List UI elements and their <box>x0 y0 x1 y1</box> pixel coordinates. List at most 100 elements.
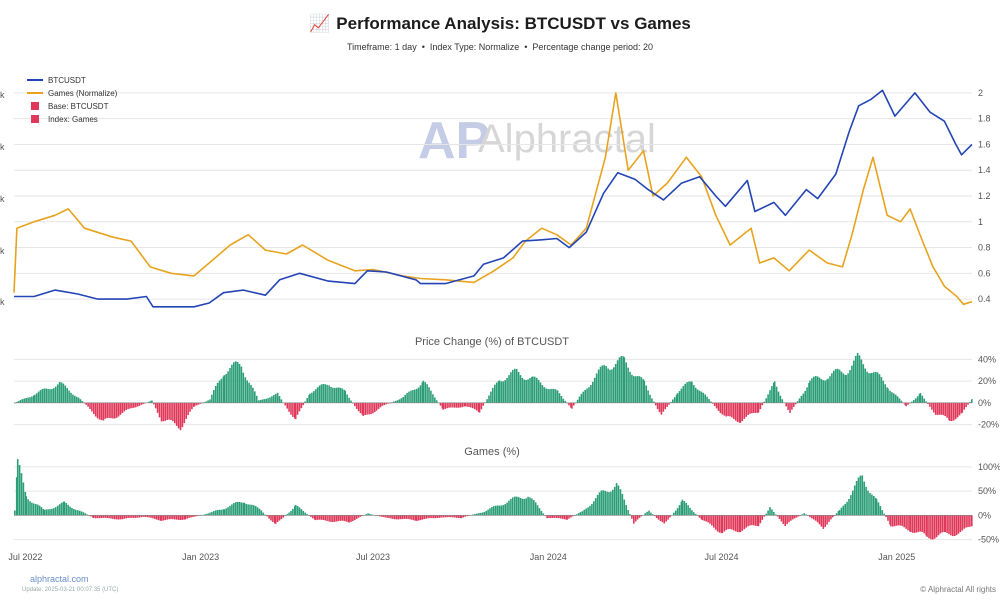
hist-bar <box>701 515 704 521</box>
hist-bar <box>415 515 418 521</box>
hist-bar <box>558 393 561 403</box>
hist-bar <box>174 515 176 520</box>
hist-bar <box>47 388 49 403</box>
hist-bar <box>672 399 674 403</box>
hist-bar <box>74 395 76 403</box>
y-left-tick-label: k <box>0 297 5 307</box>
hist-bar <box>824 515 826 527</box>
hist-bar <box>468 402 470 407</box>
hist-bar <box>953 402 955 421</box>
hist-bar <box>69 506 71 516</box>
hist-bar <box>734 515 737 532</box>
hist-bar <box>395 515 398 520</box>
subtitle-timeframe: Timeframe: 1 day <box>347 42 417 52</box>
hist-bar <box>633 515 635 524</box>
hist-bar <box>693 512 695 516</box>
hist-bar <box>811 378 813 403</box>
hist-bar <box>405 515 407 519</box>
hist-bar <box>933 515 936 539</box>
hist-bar <box>731 402 733 418</box>
hist-bar <box>606 491 608 516</box>
hist-bar <box>394 400 397 403</box>
hist-bar <box>822 380 825 403</box>
series-line-games <box>13 92 973 306</box>
hist-bar <box>835 513 838 516</box>
hist-bar <box>838 369 841 403</box>
hist-bar <box>529 378 531 403</box>
y-right-tick-label: 1.8 <box>978 114 991 124</box>
hist-bar <box>570 515 572 518</box>
hist-bar <box>477 513 480 516</box>
hist-bar <box>736 515 739 533</box>
hist-bar <box>45 509 47 516</box>
hist-bar <box>664 402 666 410</box>
hist-bar <box>963 515 965 529</box>
hist-bar <box>209 399 211 403</box>
chart-title-text: Performance Analysis: BTCUSDT vs Games <box>336 14 691 33</box>
hist-bar <box>813 376 815 403</box>
hist-bar <box>464 402 466 407</box>
hist-bar <box>971 399 973 403</box>
hist-bar <box>967 402 969 405</box>
hist-bar <box>125 515 127 519</box>
hist-bar <box>58 382 61 403</box>
hist-bar <box>909 515 911 532</box>
hist-bar <box>827 378 829 403</box>
hist-bar <box>916 396 919 403</box>
hist-bar <box>673 512 675 516</box>
hist-bar <box>234 361 237 403</box>
hist-bar <box>324 384 326 403</box>
hist-bar <box>691 510 693 516</box>
y-right-tick-label: 1.4 <box>978 165 991 175</box>
hist-bar <box>280 399 283 403</box>
hist-bar <box>316 387 319 403</box>
hist-bar <box>958 402 961 416</box>
hist-bar <box>93 402 95 415</box>
hist-bar <box>617 485 620 516</box>
hist-bar <box>710 401 712 403</box>
hist-bar <box>769 507 771 516</box>
hist-bar <box>733 515 735 531</box>
hist-bar <box>158 402 161 418</box>
hist-bar <box>720 515 723 534</box>
hist-bar <box>326 515 328 521</box>
hist-bar <box>771 509 773 516</box>
hist-bar <box>934 402 937 415</box>
hist-bar <box>650 512 652 516</box>
hist-bar <box>847 373 849 403</box>
hist-bar <box>619 489 622 516</box>
hist-bar <box>96 402 99 419</box>
hist-bar <box>765 513 767 516</box>
hist-bar <box>164 515 167 520</box>
hist-bar <box>571 402 573 409</box>
hist-bar <box>381 402 384 406</box>
hist-bar <box>438 515 441 518</box>
hist-bar <box>51 389 53 403</box>
footer-site[interactable]: alphractal.com <box>30 574 89 584</box>
hist-bar <box>911 401 913 403</box>
hist-bar <box>563 515 566 520</box>
hist-bar <box>123 402 126 412</box>
hist-bar <box>207 400 209 403</box>
hist-bar <box>160 515 163 521</box>
hist-bar <box>683 501 686 516</box>
hist-bar <box>300 402 303 409</box>
hist-bar <box>560 396 563 403</box>
hist-bar <box>937 515 940 536</box>
hist-bar <box>582 391 585 403</box>
hist-bar <box>393 401 395 403</box>
hist-bar <box>225 374 227 403</box>
hist-bar <box>780 515 783 522</box>
y-tick-label: 50% <box>978 486 996 496</box>
hist-bar <box>33 503 35 516</box>
hist-bar <box>249 504 251 516</box>
hist-bar <box>806 387 808 403</box>
hist-bar <box>378 515 381 517</box>
hist-bar <box>417 387 420 403</box>
hist-bar <box>119 402 122 415</box>
hist-bar <box>820 515 823 527</box>
hist-bar <box>49 509 51 516</box>
hist-bar <box>852 490 854 516</box>
hist-bar <box>56 505 59 516</box>
hist-bar <box>233 503 235 516</box>
